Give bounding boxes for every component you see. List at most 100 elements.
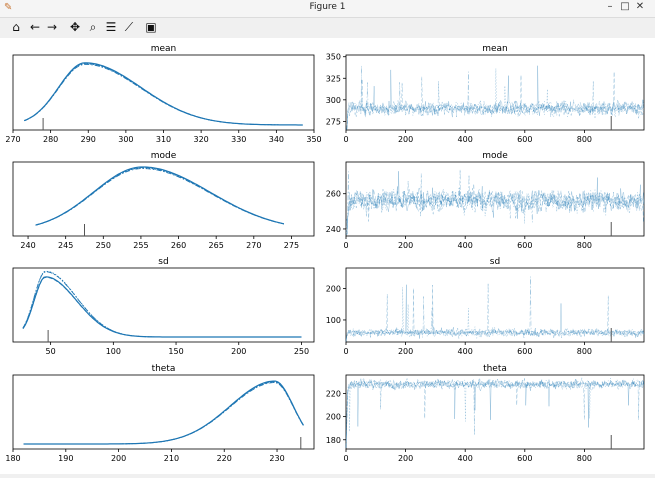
matplotlib-icon: ✎ [4,2,13,13]
theta-density-chain-2 [23,381,304,445]
sd-density-chain-2 [22,270,302,338]
theta-density-xtick-label-2: 200 [111,454,126,463]
mode-density-title: mode [151,151,177,161]
mode-trace-xtick-label-3: 600 [517,241,532,250]
mode-trace-xtick-label-2: 400 [458,241,473,250]
theta-density-chain-1 [23,381,304,445]
mean-density-xtick-label-0: 270 [5,135,20,144]
window-titlebar: ✎ Figure 1 – □ ✕ [0,0,655,18]
mode-density-xtick-label-1: 245 [58,241,73,250]
theta-density-chain-0 [23,380,304,445]
mode-density-xtick-label-5: 265 [209,241,224,250]
sd-trace-ytick-label-0: 100 [326,316,341,325]
theta-density-chain-3 [23,382,304,445]
minimize-icon[interactable]: – [607,1,613,12]
mode-trace-xtick-label-1: 200 [398,241,413,250]
theta-trace-chain-3 [345,377,645,448]
sd-trace-xtick-label-2: 400 [458,347,473,356]
theta-trace-xtick-label-1: 200 [398,454,413,463]
sd-trace-xtick-label-4: 800 [577,347,592,356]
theta-density-xtick-label-4: 220 [217,454,232,463]
edit-axis-icon[interactable]: ⟋ [124,20,134,34]
mode-density-chain-1 [35,167,284,226]
mean-trace-ytick-label-0: 275 [326,117,341,126]
mode-trace-chain-1 [346,180,645,235]
sd-density-frame [12,267,315,343]
mode-density-xtick-label-0: 240 [20,241,35,250]
mode-density-xtick-label-2: 250 [96,241,111,250]
sd-trace-xtick-label-3: 600 [517,347,532,356]
sd-density-title: sd [158,257,168,267]
mean-density-frame [12,54,315,131]
sd-trace-chain-3 [345,276,645,341]
close-icon[interactable]: ✕ [635,1,645,12]
maximize-icon[interactable]: □ [620,1,630,12]
mode-trace-ytick-label-0: 240 [326,225,341,234]
mode-trace-ytick-label-1: 260 [326,190,341,199]
sd-density-chain-0 [22,276,302,338]
save-icon[interactable]: ▣ [145,20,157,34]
zoom-icon[interactable]: ⌕ [89,20,97,34]
mode-trace-xtick-label-4: 800 [577,241,592,250]
mode-trace-chain-2 [346,187,645,235]
theta-trace-ytick-label-0: 180 [326,436,341,445]
mode-trace-chain-3 [345,169,645,235]
mean-density-xtick-label-1: 280 [43,135,58,144]
mean-trace-ytick-label-2: 325 [326,74,341,83]
theta-trace-chain-1 [345,377,645,448]
window-title: Figure 1 [309,2,346,12]
mean-trace-xtick-label-1: 200 [398,135,413,144]
sd-density-xtick-label-1: 100 [106,347,121,356]
mean-density-xtick-label-4: 310 [156,135,171,144]
theta-trace-chain-0 [345,378,645,448]
mode-trace-frame [345,161,645,237]
mean-trace-xtick-label-3: 600 [517,135,532,144]
figure-canvas[interactable]: mean 270 280 290 300 310 320 330 340 350 mean 0 200 4… [0,38,655,474]
mean-density-title: mean [151,44,177,54]
home-icon[interactable]: ⌂ [12,20,20,34]
back-icon[interactable]: ← [29,20,41,34]
theta-trace-xtick-label-0: 0 [343,454,348,463]
configure-subplots-icon[interactable]: ☰ [105,20,117,34]
mean-trace-frame [345,54,645,131]
mean-density-chain-2 [24,63,303,126]
theta-trace-ytick-label-2: 220 [326,390,341,399]
theta-trace-chain-2 [345,377,645,448]
mean-trace-chain-1 [346,71,645,130]
mode-trace-title: mode [482,151,508,161]
theta-density-xtick-label-3: 210 [164,454,179,463]
mode-density-xtick-label-7: 275 [284,241,299,250]
mode-density-chain-3 [35,168,285,226]
sd-density-xtick-label-3: 200 [231,347,246,356]
theta-density-frame [12,374,315,450]
mode-density-xtick-label-3: 255 [133,241,148,250]
theta-density-title: theta [152,364,176,374]
mean-trace-title: mean [482,44,508,54]
mean-density-xtick-label-5: 320 [193,135,208,144]
mode-density-chain-0 [35,166,285,226]
mean-density-xtick-label-6: 330 [231,135,246,144]
sd-trace-ytick-label-1: 200 [326,284,341,293]
theta-trace-xtick-label-2: 400 [458,454,473,463]
mean-density-xtick-label-2: 290 [81,135,96,144]
sd-density-xtick-label-0: 50 [46,347,56,356]
mean-density-chain-1 [24,62,303,126]
sd-density-xtick-label-2: 150 [168,347,183,356]
mean-trace-chain-2 [346,68,645,130]
forward-icon[interactable]: → [46,20,58,34]
theta-trace-title: theta [483,364,507,374]
theta-trace-ytick-label-1: 200 [326,413,341,422]
mode-density-xtick-label-4: 260 [171,241,186,250]
pan-icon[interactable]: ✥ [69,20,81,34]
theta-trace-frame [345,374,645,450]
mode-density-xtick-label-6: 270 [246,241,261,250]
mean-density-xtick-label-7: 340 [269,135,284,144]
mode-trace-xtick-label-0: 0 [343,241,348,250]
theta-density-xtick-label-1: 190 [58,454,73,463]
mean-trace-xtick-label-0: 0 [343,135,348,144]
mean-density-xtick-label-8: 350 [306,135,321,144]
mean-trace-ytick-label-1: 300 [326,96,341,105]
sd-trace-title: sd [490,257,500,267]
mean-trace-xtick-label-2: 400 [458,135,473,144]
theta-trace-xtick-label-3: 600 [517,454,532,463]
